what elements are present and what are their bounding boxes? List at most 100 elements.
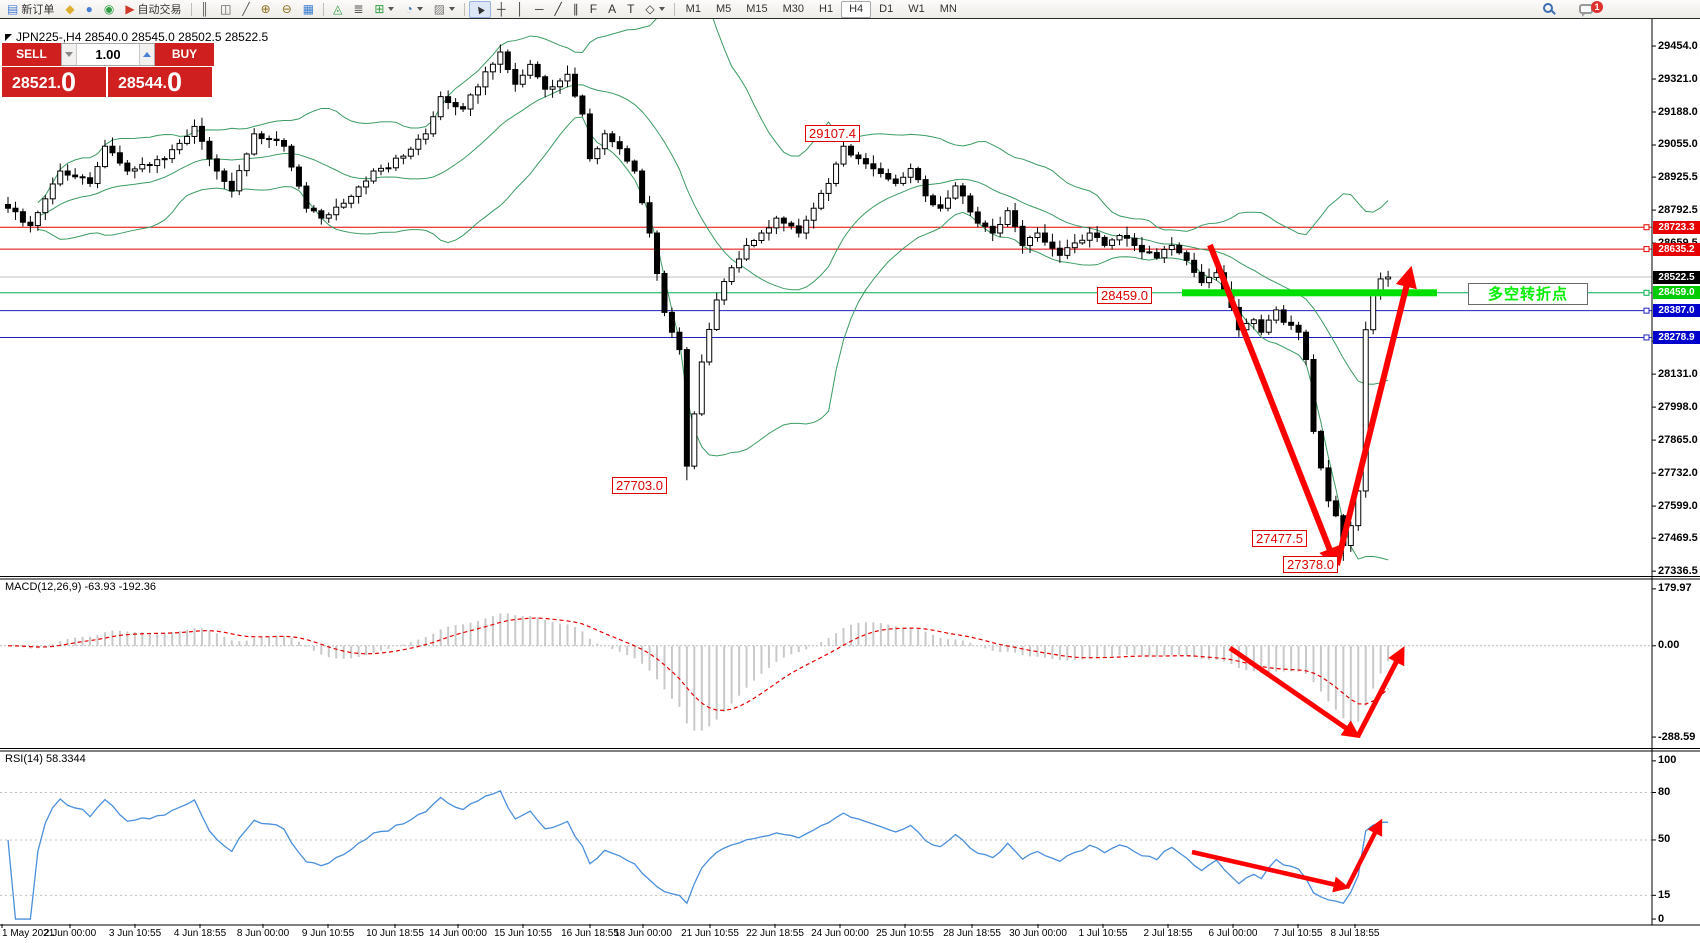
period-dropdown[interactable]: ◔ — [400, 1, 427, 18]
volume-decrease-button[interactable] — [62, 44, 77, 65]
vline-button[interactable]: │ — [511, 1, 529, 18]
search-button[interactable] — [1538, 1, 1558, 18]
auto-trading-button-label: 自动交易 — [137, 4, 182, 16]
objects-button[interactable]: ≣ — [348, 1, 368, 18]
label-icon: T — [627, 1, 635, 16]
price-annotation-label[interactable]: 27378.0 — [1283, 556, 1338, 573]
timeframe-m30-button[interactable]: M30 — [782, 3, 805, 15]
cursor-icon: ▲ — [470, 0, 489, 18]
rsi-indicator-label: RSI(14) 58.3344 — [5, 753, 86, 765]
price-line-badge: 28459.0 — [1653, 286, 1700, 300]
highlighter-icon: ◆ — [65, 1, 75, 16]
chart-marker-icon — [5, 33, 12, 41]
line-chart-button[interactable]: ╱ — [237, 1, 254, 18]
time-axis-label: 9 Jun 10:55 — [301, 928, 355, 939]
price-line-badge: 28278.9 — [1653, 330, 1700, 344]
time-axis-label: 3 Jun 10:55 — [108, 928, 162, 939]
macd-axis-tick: -288.59 — [1658, 730, 1696, 743]
new-chart-dropdown[interactable]: ⊞ — [369, 1, 399, 18]
price-annotation-label[interactable]: 29107.4 — [805, 125, 860, 142]
toolbar-separator — [464, 2, 466, 16]
price-annotation-label[interactable]: 27477.5 — [1252, 530, 1307, 547]
timeframe-m5-button[interactable]: M5 — [715, 3, 732, 15]
time-axis-label: 21 Jun 10:55 — [681, 928, 739, 939]
signals-button[interactable]: ◉ — [99, 1, 119, 18]
rsi-axis-tick: 15 — [1658, 888, 1671, 901]
crosshair-button[interactable]: ┼ — [492, 1, 511, 18]
hline-icon: ─ — [534, 1, 544, 16]
price-axis-tick: 29321.0 — [1658, 72, 1698, 85]
symbol-info: JPN225-,H4 28540.0 28545.0 28502.5 28522… — [5, 30, 268, 44]
timeframe-d1-button[interactable]: D1 — [879, 3, 894, 15]
timeframe-h4-button[interactable]: H4 — [841, 0, 872, 18]
shapes-dropdown[interactable]: ◇ — [640, 1, 669, 18]
time-axis-label: 4 Jun 18:55 — [173, 928, 227, 939]
cursor-button[interactable]: ▲ — [469, 0, 491, 18]
person-icon: ● — [85, 1, 93, 16]
bar-chart-button[interactable]: ║ — [196, 1, 215, 18]
macd-axis-tick: 179.97 — [1658, 582, 1692, 595]
time-axis-label: 14 Jun 00:00 — [429, 928, 487, 939]
new-order-button-label: 新订单 — [21, 4, 55, 16]
zoom-in-icon: ⊕ — [260, 1, 271, 16]
annotation-text[interactable]: 多空转折点 — [1468, 283, 1588, 305]
hline-button[interactable]: ─ — [530, 1, 549, 18]
time-axis-label: 15 Jun 10:55 — [494, 928, 552, 939]
fibonacci-icon: F — [589, 1, 598, 16]
price-line-badge: 28522.5 — [1653, 270, 1700, 284]
toolbar: ▤ 新订单 ◆ ● ◉ ▶ 自动交易 ║ ◫ ╱ ⊕ ⊖ ▦ ◬ ≣ ⊞ ◔ ▨ ▲ ┼ │ ─ ╱ ∥ F A T ◇ M1 M5 M15… — [0, 0, 1700, 19]
fibonacci-button[interactable]: F — [585, 1, 602, 18]
time-axis-label: 7 Jul 10:55 — [1273, 928, 1323, 939]
sell-price[interactable]: 28521. 0 — [2, 67, 106, 97]
notifications-button[interactable]: 1 — [1574, 0, 1603, 18]
rsi-axis-tick: 100 — [1658, 754, 1677, 767]
timeframe-m1-button[interactable]: M1 — [685, 3, 701, 15]
triangle-down-icon — [65, 52, 73, 57]
time-axis-label: 8 Jul 18:55 — [1330, 928, 1380, 939]
timeframe-m15-button[interactable]: M15 — [746, 3, 768, 15]
price-axis-tick: 28792.5 — [1658, 203, 1698, 216]
volume-spinner[interactable]: 1.00 — [61, 43, 155, 66]
indicator-icon: ◬ — [333, 1, 343, 16]
search-icon — [1543, 1, 1553, 18]
trendline-button[interactable]: ╱ — [549, 1, 566, 18]
label-button[interactable]: T — [622, 1, 639, 18]
template-dropdown[interactable]: ▨ — [429, 1, 460, 18]
template-icon: ▨ — [433, 1, 446, 16]
volume-increase-button[interactable] — [139, 44, 154, 65]
toolbar-separator — [190, 2, 192, 16]
macd-indicator-label: MACD(12,26,9) -63.93 -192.36 — [5, 581, 157, 593]
candle-chart-button[interactable]: ◫ — [215, 1, 236, 18]
rsi-axis-tick: 80 — [1658, 785, 1671, 798]
time-axis-label: 1 May 2021 — [2, 928, 55, 939]
zoom-out-button[interactable]: ⊖ — [277, 1, 297, 18]
time-axis-label: 2 Jun 00:00 — [43, 928, 97, 939]
highlighter-button[interactable]: ◆ — [60, 1, 79, 18]
text-button[interactable]: A — [603, 1, 621, 18]
timeframe-mn-button[interactable]: MN — [939, 3, 957, 15]
price-axis-tick: 27865.0 — [1658, 433, 1698, 446]
community-button[interactable]: ● — [81, 1, 98, 18]
price-annotation-label[interactable]: 28459.0 — [1097, 287, 1152, 304]
dropdown-caret-icon — [416, 7, 423, 11]
symbol-ohlc-text: JPN225-,H4 28540.0 28545.0 28502.5 28522… — [16, 30, 269, 44]
timeframe-h1-button[interactable]: H1 — [819, 3, 834, 15]
new-order-button[interactable]: ▤ 新订单 — [2, 1, 59, 18]
buy-price[interactable]: 28544. 0 — [108, 67, 212, 97]
price-annotation-label[interactable]: 27703.0 — [612, 477, 667, 494]
price-axis-tick: 29188.0 — [1658, 105, 1698, 118]
channel-button[interactable]: ∥ — [568, 1, 584, 18]
zoom-in-button[interactable]: ⊕ — [256, 1, 276, 18]
buy-button[interactable]: BUY — [155, 43, 214, 66]
price-line-badge: 28635.2 — [1653, 242, 1700, 256]
time-axis-label: 22 Jun 18:55 — [746, 928, 804, 939]
indicators-button[interactable]: ◬ — [328, 1, 347, 18]
tile-windows-button[interactable]: ▦ — [298, 1, 319, 18]
sell-button[interactable]: SELL — [2, 43, 61, 66]
timeframe-w1-button[interactable]: W1 — [908, 3, 925, 15]
price-axis-tick: 27599.0 — [1658, 499, 1698, 512]
auto-trading-button[interactable]: ▶ 自动交易 — [120, 1, 186, 18]
line-chart-icon: ╱ — [242, 1, 250, 16]
